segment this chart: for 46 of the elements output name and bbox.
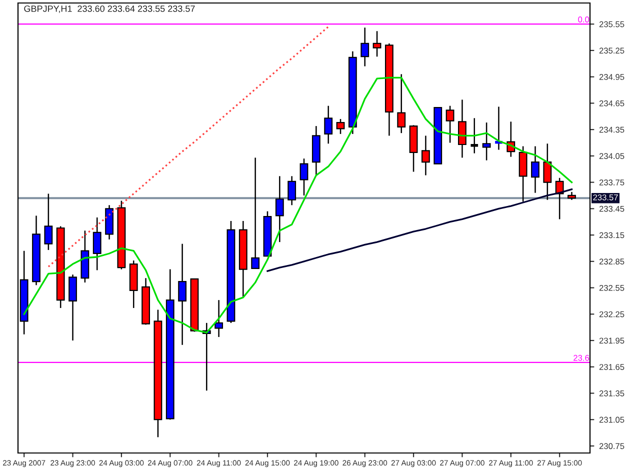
candlestick bbox=[300, 158, 308, 196]
candlestick bbox=[397, 74, 406, 134]
y-tick-label: 231.05 bbox=[599, 416, 624, 423]
candlestick bbox=[360, 26, 370, 67]
y-tick-label: 235.55 bbox=[599, 21, 624, 28]
y-tick-label: 233.45 bbox=[599, 206, 624, 212]
y-tick-label: 232.25 bbox=[599, 311, 624, 318]
y-tick-label: 234.05 bbox=[599, 153, 624, 160]
line-series bbox=[23, 76, 573, 334]
candlestick bbox=[482, 122, 491, 161]
candlestick bbox=[288, 176, 296, 206]
y-tick-label: 231.95 bbox=[599, 338, 624, 344]
candlestick bbox=[458, 99, 466, 158]
y-tick-label: 231.35 bbox=[599, 390, 624, 396]
y-tick-label: 230.75 bbox=[599, 443, 624, 450]
candlestick bbox=[68, 274, 77, 342]
candlestick bbox=[214, 299, 224, 338]
y-tick-label: 235.25 bbox=[599, 48, 624, 54]
candlestick bbox=[469, 118, 480, 154]
candlestick bbox=[178, 243, 187, 346]
candlestick bbox=[543, 143, 552, 200]
candlestick bbox=[324, 105, 333, 144]
candlestick bbox=[251, 157, 260, 270]
candlestick bbox=[372, 30, 382, 58]
y-tick-label: 234.95 bbox=[599, 74, 624, 80]
y-tick-label: 231.65 bbox=[599, 364, 624, 370]
y-tick-label: 234.65 bbox=[599, 100, 624, 106]
y-tick-label: 233.75 bbox=[599, 179, 624, 186]
y-tick-label: 234.35 bbox=[599, 126, 624, 133]
candlestick bbox=[275, 176, 284, 243]
candlestick bbox=[446, 105, 454, 144]
y-tick-label: 232.85 bbox=[599, 258, 624, 264]
candlestick bbox=[92, 216, 102, 271]
line-series bbox=[48, 26, 330, 268]
annotation: 23.6 bbox=[574, 354, 590, 361]
ref-line-label: 233.57 bbox=[593, 194, 618, 200]
candlestick bbox=[44, 193, 53, 251]
candlestick bbox=[555, 177, 564, 220]
y-tick-label: 232.55 bbox=[599, 284, 624, 291]
y-tick-label: 233.15 bbox=[599, 232, 624, 238]
annotation: 0.0 bbox=[578, 16, 590, 22]
candlestick bbox=[421, 135, 430, 176]
candlestick bbox=[518, 146, 528, 202]
chart-title: GBPJPY,H1 233.60 233.64 233.55 233.57 bbox=[24, 5, 195, 13]
candlestick bbox=[531, 146, 540, 194]
candlestick bbox=[336, 118, 345, 135]
